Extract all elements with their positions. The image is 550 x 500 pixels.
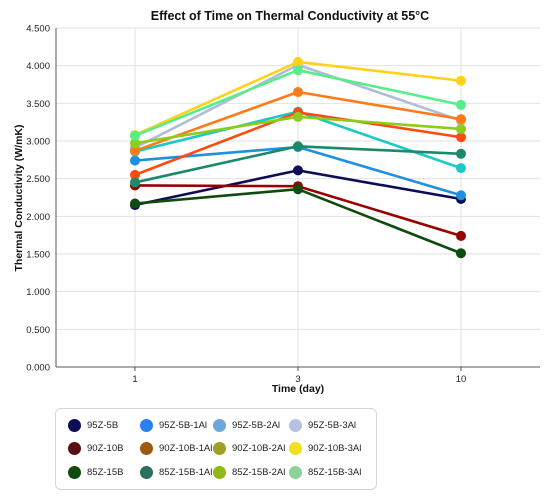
legend-label: 95Z-5B-2Al xyxy=(232,419,281,431)
y-tick-label: 2.500 xyxy=(26,174,50,185)
legend: 95Z-5B 95Z-5B-1Al 95Z-5B-2Al 95Z-5B-3Al 90Z-… xyxy=(55,408,377,490)
y-tick-label: 4.000 xyxy=(26,61,50,72)
data-point xyxy=(130,155,140,166)
data-point xyxy=(293,65,303,76)
legend-item[interactable]: 95Z-5B xyxy=(68,417,118,433)
series-layer xyxy=(130,56,466,259)
legend-label: 90Z-10B xyxy=(87,442,124,454)
y-tick-label: 4.500 xyxy=(26,24,50,35)
legend-swatch xyxy=(213,465,226,479)
legend-item[interactable]: 90Z-10B-1Al xyxy=(140,440,212,456)
legend-swatch xyxy=(140,441,153,455)
data-point xyxy=(456,248,466,259)
legend-label: 85Z-15B-3Al xyxy=(308,466,362,478)
legend-swatch xyxy=(289,465,302,479)
grid-lines xyxy=(56,27,540,368)
data-point xyxy=(130,130,140,141)
legend-label: 85Z-15B xyxy=(87,466,124,478)
axes: 0.000 0.500 1.000 1.500 2.000 2.500 3.000 3.500… xyxy=(26,24,540,385)
data-point xyxy=(456,132,466,143)
legend-label: 90Z-10B-3Al xyxy=(308,442,362,454)
legend-label: 95Z-5B xyxy=(87,419,119,431)
data-point xyxy=(456,163,466,174)
series-85Z-15B-2Al xyxy=(130,111,466,149)
data-point xyxy=(293,56,303,67)
y-tick-label: 3.500 xyxy=(26,99,50,110)
data-point xyxy=(293,141,303,152)
data-point xyxy=(456,114,466,125)
legend-swatch xyxy=(140,418,153,432)
data-point xyxy=(130,145,140,156)
y-tick-label: 3.000 xyxy=(26,137,50,148)
data-point xyxy=(130,138,140,149)
data-point xyxy=(293,165,303,176)
x-tick-label: 3 xyxy=(295,374,300,385)
legend-item[interactable]: 95Z-5B-2Al xyxy=(213,417,280,433)
data-point xyxy=(456,230,466,241)
legend-item[interactable]: 85Z-15B-2Al xyxy=(213,464,285,480)
data-point xyxy=(456,190,466,201)
legend-label: 90Z-10B-1Al xyxy=(159,442,213,454)
legend-item[interactable]: 95Z-5B-3Al xyxy=(289,417,356,433)
data-point xyxy=(130,198,140,209)
legend-item[interactable]: 85Z-15B-1Al xyxy=(140,464,212,480)
legend-swatch xyxy=(68,418,81,432)
legend-item[interactable]: 90Z-10B-2Al xyxy=(213,440,285,456)
y-tick-label: 1.000 xyxy=(26,287,50,298)
x-tick-label: 10 xyxy=(456,374,467,385)
legend-item[interactable]: 85Z-15B-3Al xyxy=(289,464,361,480)
legend-label: 95Z-5B-1Al xyxy=(159,419,208,431)
legend-item[interactable]: 90Z-10B-3Al xyxy=(289,440,361,456)
data-point xyxy=(293,111,303,122)
series-85Z-15B-1Al xyxy=(130,141,466,188)
series-85Z-15B-3Al xyxy=(130,65,466,141)
data-point xyxy=(456,99,466,110)
legend-item[interactable]: 90Z-10B xyxy=(68,440,123,456)
y-tick-label: 0.500 xyxy=(26,325,50,336)
data-point xyxy=(456,123,466,134)
legend-swatch xyxy=(68,465,81,479)
chart-title: Effect of Time on Thermal Conductivity a… xyxy=(151,9,429,23)
y-axis-label: Thermal Conductivity (W/mK) xyxy=(13,124,25,271)
legend-label: 85Z-15B-1Al xyxy=(159,466,213,478)
legend-item[interactable]: 85Z-15B xyxy=(68,464,123,480)
x-tick-label: 1 xyxy=(132,374,137,385)
legend-swatch xyxy=(289,418,302,432)
legend-swatch xyxy=(68,441,81,455)
data-point xyxy=(130,177,140,188)
y-tick-label: 0.000 xyxy=(26,363,50,374)
data-point xyxy=(456,148,466,159)
legend-swatch xyxy=(213,418,226,432)
legend-item[interactable]: 95Z-5B-1Al xyxy=(140,417,207,433)
y-tick-label: 1.500 xyxy=(26,250,50,261)
legend-label: 85Z-15B-2Al xyxy=(232,466,286,478)
x-axis-label: Time (day) xyxy=(272,383,324,395)
series-90Z-10B-1Al xyxy=(130,87,466,156)
legend-swatch xyxy=(289,441,302,455)
series-85Z-15B xyxy=(130,184,466,259)
legend-label: 95Z-5B-3Al xyxy=(308,419,357,431)
data-point xyxy=(456,75,466,86)
data-point xyxy=(293,87,303,98)
data-point xyxy=(130,169,140,180)
y-tick-label: 2.000 xyxy=(26,212,50,223)
data-point xyxy=(293,184,303,195)
legend-label: 90Z-10B-2Al xyxy=(232,442,286,454)
legend-swatch xyxy=(213,441,226,455)
legend-swatch xyxy=(140,465,153,479)
